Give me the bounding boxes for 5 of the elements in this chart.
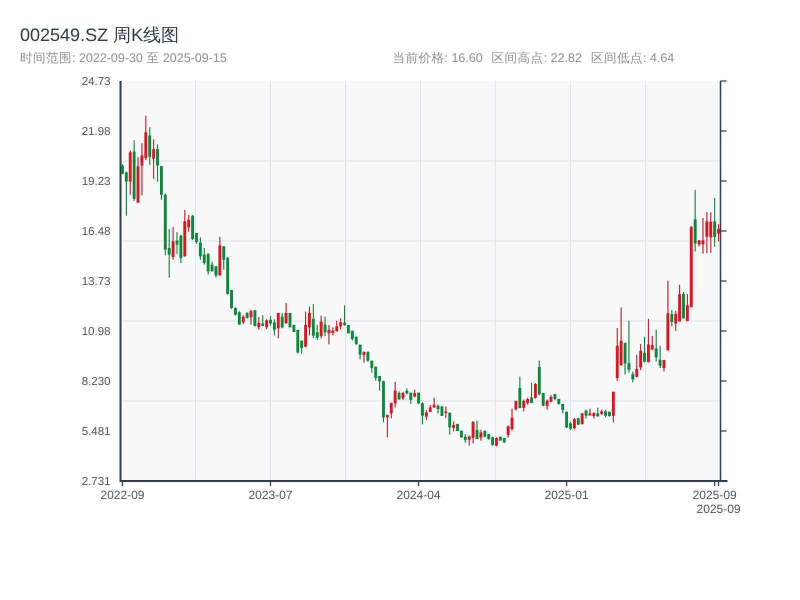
annotation: 区间低点: 4.64 bbox=[590, 51, 674, 65]
annotation: 区间高点: 22.82 bbox=[492, 51, 582, 65]
annotation: 当前价格: 16.60 bbox=[392, 51, 483, 65]
title: 002549.SZ 周K线图 bbox=[20, 25, 180, 45]
subtitle: 时间范围: 2022-09-30 至 2025-09-15 bbox=[20, 51, 227, 65]
